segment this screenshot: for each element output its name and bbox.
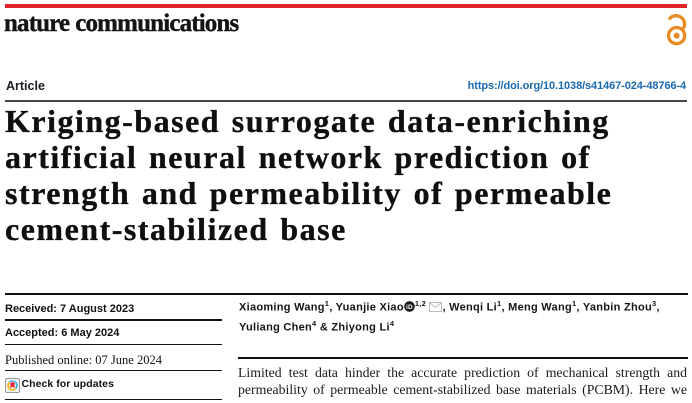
- svg-text:iD: iD: [406, 304, 413, 311]
